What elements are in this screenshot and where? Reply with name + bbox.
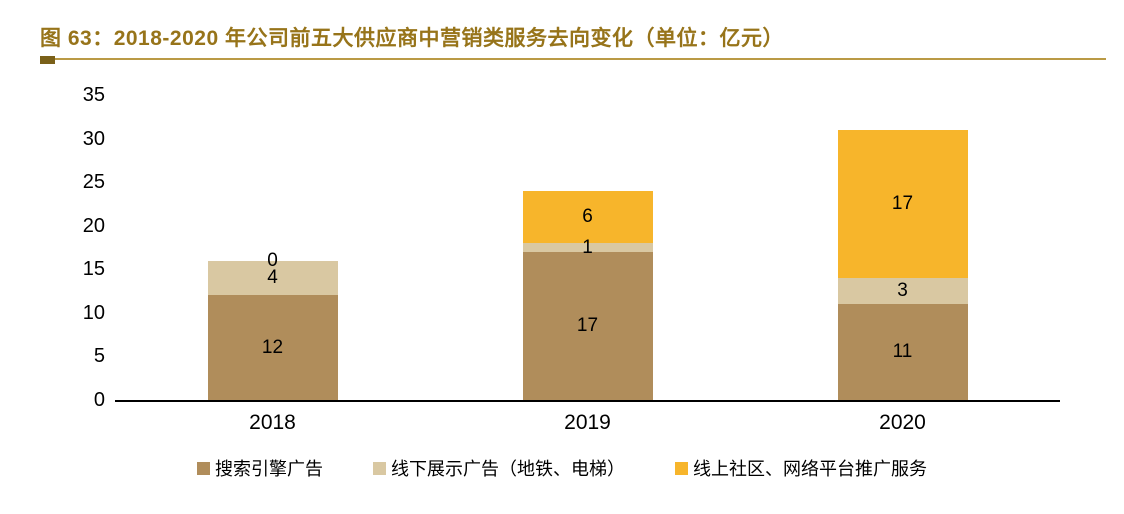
x-category-label: 2019	[564, 411, 611, 434]
legend-swatch	[373, 461, 386, 475]
bar-segment	[207, 295, 338, 400]
bar-segment	[522, 251, 653, 400]
legend-swatch	[197, 461, 210, 475]
bar-value-label: 1	[582, 236, 593, 258]
bar-segment	[837, 129, 968, 278]
stacked-bar-chart: 0 5 10 15 20 25 30 35 12 4 0 2018 17 1 6 2019 11 3 17 2020	[0, 80, 1124, 440]
bar-value-label: 3	[897, 280, 908, 302]
legend-item: 线下展示广告（地铁、电梯）	[373, 455, 625, 481]
y-tick-label: 35	[82, 84, 105, 106]
bar-segment	[522, 190, 653, 244]
y-tick-label: 10	[82, 301, 105, 324]
y-tick-label: 25	[82, 171, 105, 194]
x-category-label: 2018	[249, 411, 296, 434]
y-tick-label: 5	[93, 345, 105, 368]
plot-area: 0 5 10 15 20 25 30 35 12 4 0 2018 17 1 6 2019 11 3 17 2020	[83, 84, 1060, 434]
x-category-label: 2020	[879, 411, 926, 434]
bar-value-label: 6	[582, 206, 593, 227]
legend-label: 线上社区、网络平台推广服务	[693, 459, 927, 479]
y-tick-label: 30	[82, 127, 105, 150]
bar-value-label: 11	[892, 341, 913, 363]
bar-value-label: 12	[261, 336, 284, 358]
legend-item: 线上社区、网络平台推广服务	[675, 455, 927, 481]
bar-value-label: 17	[891, 192, 914, 214]
bar-segment	[837, 278, 968, 305]
bar-segment	[207, 260, 338, 296]
legend-swatch	[675, 461, 688, 475]
y-tick-label: 0	[93, 389, 105, 411]
bar-value-label: 0	[267, 249, 278, 271]
bar-value-label: 4	[267, 267, 278, 288]
legend-label: 线下展示广告（地铁、电梯）	[391, 459, 625, 479]
legend-label: 搜索引擎广告	[215, 459, 323, 479]
bar-segment	[837, 304, 968, 400]
bar-segment	[522, 243, 653, 252]
title-underline	[40, 56, 1106, 64]
title-underline-tab	[40, 56, 55, 64]
figure-title: 图 63：2018-2020 年公司前五大供应商中营销类服务去向变化（单位：亿元…	[40, 27, 784, 50]
bar-value-label: 17	[576, 314, 599, 336]
chart-legend: 搜索引擎广告 线下展示广告（地铁、电梯） 线上社区、网络平台推广服务	[0, 455, 1124, 481]
y-tick-label: 20	[82, 214, 105, 237]
y-tick-label: 15	[82, 258, 105, 281]
legend-item: 搜索引擎广告	[197, 455, 323, 481]
